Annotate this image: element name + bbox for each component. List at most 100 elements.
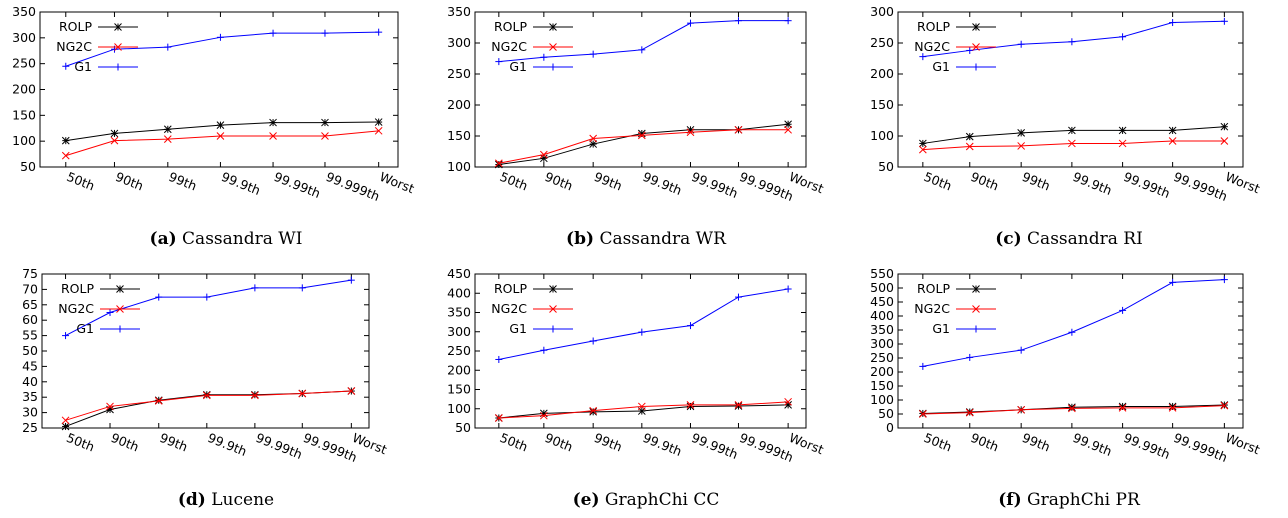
data-point-ng2c bbox=[1068, 404, 1076, 413]
data-point-ng2c bbox=[1220, 137, 1229, 145]
data-point-ng2c bbox=[965, 142, 974, 151]
y-tick-label: 70 bbox=[22, 281, 38, 296]
caption-f-title: GraphChi PR bbox=[1027, 490, 1140, 510]
data-point-g1 bbox=[1068, 38, 1076, 46]
legend: ROLP NG2C G1 bbox=[491, 281, 573, 336]
x-tick-label: 99.999th bbox=[737, 430, 795, 465]
legend-marker-g1 bbox=[972, 63, 980, 71]
data-point-g1 bbox=[734, 293, 742, 301]
data-point-g1 bbox=[495, 355, 503, 363]
data-point-g1 bbox=[919, 53, 927, 61]
caption-e-title: GraphChi CC bbox=[604, 490, 720, 510]
data-point-g1 bbox=[251, 284, 259, 292]
data-point-g1 bbox=[1119, 306, 1127, 314]
y-tick-label: 300 bbox=[447, 324, 471, 339]
data-point-ng2c bbox=[539, 150, 548, 159]
legend-label-rolp: ROLP bbox=[917, 19, 950, 34]
data-point-g1 bbox=[966, 46, 974, 54]
x-tick-label: 99.9th bbox=[641, 169, 684, 198]
legend-label-g1: G1 bbox=[74, 59, 92, 74]
data-point-ng2c bbox=[321, 132, 329, 140]
y-tick-label: 40 bbox=[22, 374, 38, 389]
x-tick-label: 99th bbox=[592, 430, 624, 455]
data-point-g1 bbox=[298, 284, 306, 292]
legend-label-rolp: ROLP bbox=[494, 19, 527, 34]
data-point-ng2c bbox=[374, 126, 383, 135]
x-tick-label: 99.9th bbox=[641, 430, 684, 459]
x-tick-label: 50th bbox=[498, 169, 530, 194]
y-tick-label: 50 bbox=[878, 159, 894, 174]
data-point-rolp bbox=[784, 120, 792, 129]
data-point-rolp bbox=[321, 118, 329, 127]
data-point-rolp bbox=[216, 121, 225, 130]
data-point-g1 bbox=[1220, 17, 1228, 25]
data-point-g1 bbox=[784, 17, 792, 25]
x-tick-label: 99.9th bbox=[219, 169, 262, 198]
x-tick-label: 90th bbox=[109, 430, 141, 455]
y-tick-label: 65 bbox=[22, 297, 38, 312]
legend-label-g1: G1 bbox=[932, 321, 950, 336]
legend: ROLP NG2C G1 bbox=[58, 281, 140, 336]
data-point-g1 bbox=[589, 50, 597, 58]
y-tick-label: 200 bbox=[12, 82, 36, 97]
legend-label-ng2c: NG2C bbox=[914, 301, 950, 316]
caption-a-title: Cassandra WI bbox=[182, 229, 303, 249]
data-point-rolp bbox=[784, 401, 792, 409]
x-tick-label: 99.999th bbox=[1171, 169, 1229, 204]
y-tick-label: 200 bbox=[870, 364, 894, 379]
data-point-ng2c bbox=[918, 410, 927, 418]
data-point-rolp bbox=[110, 129, 119, 138]
x-tick-label: 50th bbox=[65, 169, 97, 194]
legend-label-rolp: ROLP bbox=[494, 281, 527, 296]
y-tick-label: 150 bbox=[447, 128, 471, 143]
x-tick-label: 50th bbox=[64, 430, 96, 455]
y-tick-label: 150 bbox=[870, 97, 894, 112]
x-tick-label: 50th bbox=[498, 430, 530, 455]
legend-marker-g1 bbox=[549, 325, 557, 333]
data-point-g1 bbox=[784, 285, 792, 293]
y-tick-label: 50 bbox=[20, 159, 36, 174]
caption-b-label: (b) bbox=[566, 229, 595, 249]
data-point-ng2c bbox=[1220, 401, 1229, 410]
data-point-ng2c bbox=[637, 402, 646, 411]
data-point-g1 bbox=[540, 53, 548, 61]
data-point-g1 bbox=[155, 293, 163, 301]
y-tick-label: 550 bbox=[870, 266, 894, 281]
legend-label-ng2c: NG2C bbox=[491, 301, 527, 316]
data-point-g1 bbox=[1068, 328, 1076, 336]
data-point-g1 bbox=[269, 29, 277, 37]
x-tick-label: 90th bbox=[543, 169, 575, 194]
legend-label-g1: G1 bbox=[76, 321, 94, 336]
data-point-g1 bbox=[62, 62, 70, 70]
y-tick-label: 100 bbox=[447, 159, 471, 174]
legend-marker-rolp bbox=[972, 23, 980, 31]
data-point-g1 bbox=[919, 362, 927, 370]
data-point-ng2c bbox=[784, 125, 792, 134]
data-point-ng2c bbox=[589, 406, 598, 415]
data-point-ng2c bbox=[216, 132, 225, 140]
data-point-rolp bbox=[1068, 126, 1076, 135]
data-point-ng2c bbox=[965, 408, 974, 417]
legend-label-g1: G1 bbox=[509, 321, 527, 336]
data-point-rolp bbox=[965, 132, 974, 141]
caption-d-label: (d) bbox=[177, 490, 206, 510]
data-point-ng2c bbox=[298, 389, 307, 398]
y-tick-label: 0 bbox=[886, 420, 894, 435]
data-point-ng2c bbox=[163, 135, 172, 143]
data-point-ng2c bbox=[494, 414, 503, 422]
y-tick-label: 350 bbox=[870, 322, 894, 337]
x-tick-label: 90th bbox=[543, 430, 575, 455]
y-tick-label: 350 bbox=[12, 4, 36, 19]
caption-f-label: (f) bbox=[998, 490, 1022, 510]
x-tick-label: 99th bbox=[1020, 169, 1052, 194]
legend-marker-ng2c bbox=[549, 43, 557, 51]
y-tick-label: 150 bbox=[447, 382, 471, 397]
x-tick-label: 99th bbox=[167, 169, 199, 194]
data-point-rolp bbox=[686, 402, 695, 411]
data-point-ng2c bbox=[1118, 139, 1127, 148]
y-tick-label: 35 bbox=[22, 389, 38, 404]
